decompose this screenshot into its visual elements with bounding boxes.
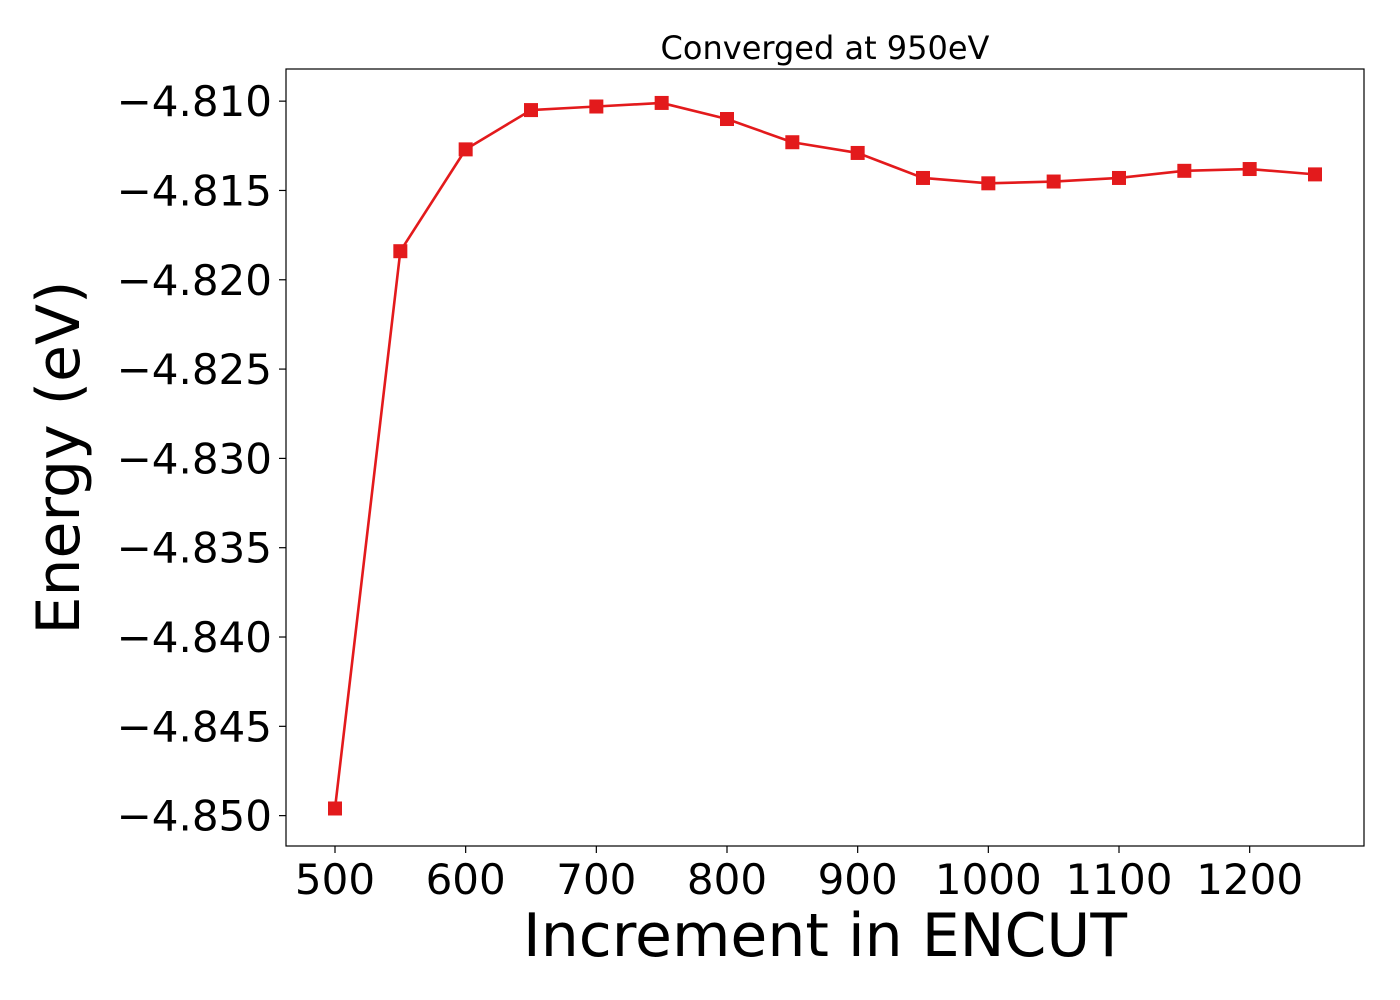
data-point-marker (785, 135, 800, 150)
y-tick-label: −4.845 (117, 702, 272, 751)
data-point-marker (458, 142, 473, 157)
plot-frame (285, 68, 1365, 847)
data-point-marker (393, 244, 408, 259)
data-point-marker (1112, 170, 1126, 185)
data-point-marker (589, 99, 604, 114)
y-tick-label: −4.825 (117, 345, 272, 394)
data-point-marker (720, 112, 734, 127)
x-tick-label: 1200 (1196, 855, 1303, 904)
data-point-marker (328, 801, 342, 816)
x-tick-label: 1000 (935, 855, 1042, 904)
y-axis-ticks: −4.810 −4.815 −4.820 −4.825 −4.830 −4.835 −4.8… (117, 77, 286, 841)
y-tick-label: −4.820 (117, 256, 272, 305)
data-point-marker (654, 95, 669, 110)
data-point-marker (1308, 167, 1322, 182)
data-point-marker (1177, 163, 1192, 178)
x-tick-label: 700 (556, 855, 636, 904)
x-tick-label: 1100 (1066, 855, 1173, 904)
series-layer (328, 95, 1322, 816)
data-point-marker (1046, 174, 1061, 189)
chart-title: Converged at 950eV (661, 29, 990, 67)
y-tick-label: −4.830 (117, 434, 272, 483)
series-line (333, 101, 1316, 809)
y-tick-label: −4.815 (117, 166, 272, 215)
y-tick-label: −4.835 (117, 524, 272, 573)
data-point-marker (850, 145, 865, 160)
x-tick-label: 600 (426, 855, 506, 904)
x-tick-label: 500 (295, 855, 375, 904)
data-point-marker (916, 170, 930, 185)
data-point-marker (524, 103, 538, 118)
x-tick-label: 800 (687, 855, 767, 904)
y-tick-label: −4.810 (117, 77, 272, 126)
x-tick-label: 900 (818, 855, 898, 904)
y-tick-label: −4.840 (117, 613, 272, 662)
x-axis-title: Increment in ENCUT (523, 901, 1127, 971)
y-tick-label: −4.850 (117, 792, 272, 841)
data-point-marker (981, 176, 996, 191)
x-axis-ticks: 500 600 700 800 900 1000 1100 1200 (295, 846, 1303, 904)
data-point-marker (1242, 162, 1257, 177)
y-axis-title: Energy (eV) (24, 281, 94, 635)
